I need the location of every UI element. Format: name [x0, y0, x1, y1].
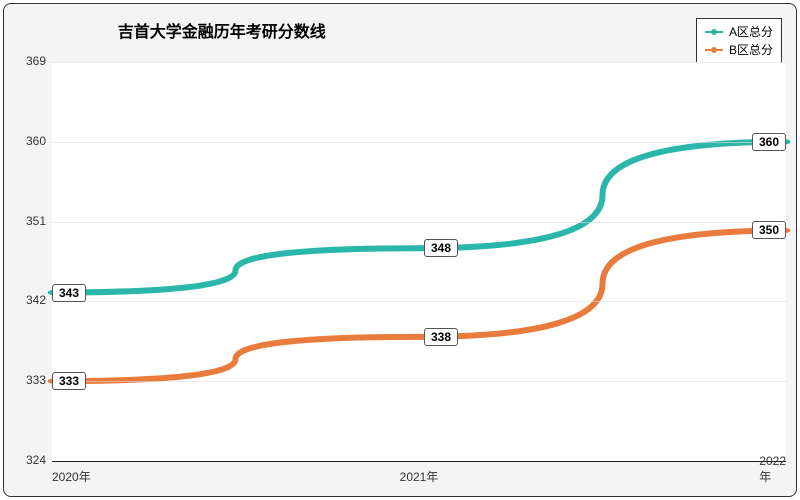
gridline [52, 381, 786, 382]
data-marker [415, 246, 424, 251]
plot-area: 3243333423513603692020年2021年2022年3433483… [52, 62, 786, 462]
y-tick-label: 333 [16, 373, 46, 387]
x-tick-label: 2022年 [759, 454, 786, 485]
y-tick-label: 324 [16, 453, 46, 467]
data-label: 338 [424, 328, 458, 346]
legend-swatch [705, 31, 723, 33]
data-label: 343 [52, 284, 86, 302]
legend: A区总分B区总分 [696, 18, 782, 64]
y-tick-label: 360 [16, 134, 46, 148]
chart-title: 吉首大学金融历年考研分数线 [4, 18, 440, 42]
series-line [52, 230, 786, 381]
y-tick-label: 342 [16, 293, 46, 307]
legend-label: B区总分 [729, 41, 773, 59]
chart-inner: 吉首大学金融历年考研分数线 A区总分B区总分 324 333 342 351 360 36… [3, 3, 797, 497]
legend-item: A区总分 [705, 23, 773, 41]
series-line [52, 142, 786, 293]
gridline [52, 301, 786, 302]
x-tick-label: 2021年 [400, 468, 439, 485]
data-label: 360 [752, 133, 786, 151]
y-tick-label: 369 [16, 54, 46, 68]
legend-item: B区总分 [705, 41, 773, 59]
data-label: 348 [424, 239, 458, 257]
x-tick-label: 2020年 [52, 468, 91, 485]
gridline [52, 222, 786, 223]
data-marker [415, 334, 424, 339]
legend-label: A区总分 [729, 23, 773, 41]
gridline [52, 142, 786, 143]
data-label: 350 [752, 221, 786, 239]
gridline [52, 62, 786, 63]
chart-svg [52, 62, 786, 461]
y-tick-label: 351 [16, 214, 46, 228]
data-label: 333 [52, 372, 86, 390]
chart-container: 吉首大学金融历年考研分数线 A区总分B区总分 324 333 342 351 360 36… [0, 0, 800, 500]
legend-swatch [705, 49, 723, 51]
